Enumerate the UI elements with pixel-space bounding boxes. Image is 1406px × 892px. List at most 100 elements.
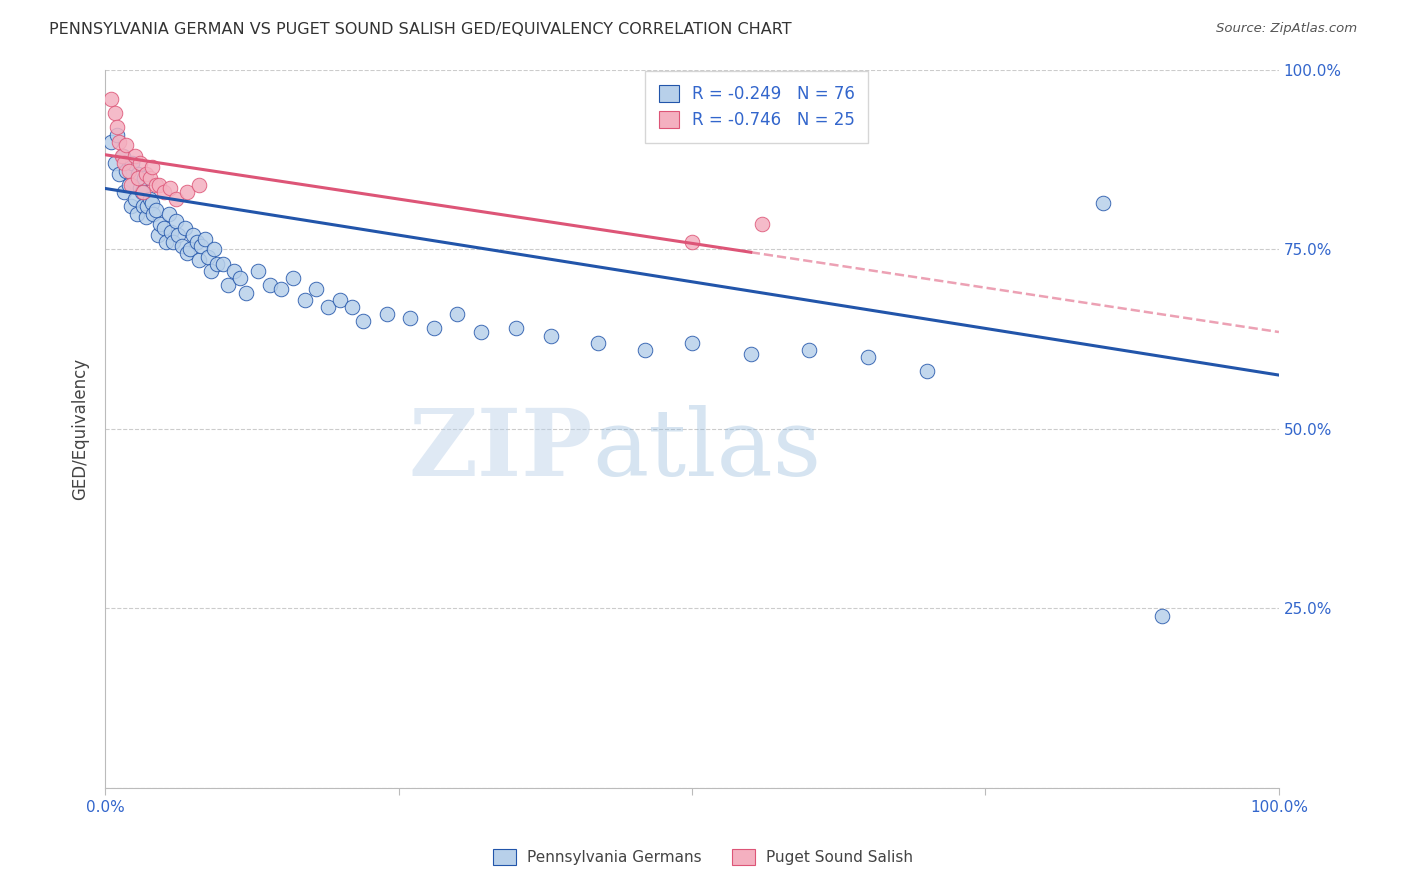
Point (217, 278, 239, 293)
Point (316, 300, 339, 314)
Point (153, 221, 176, 235)
Point (586, 335, 609, 350)
Point (202, 243, 225, 257)
Point (118, 178, 141, 192)
Point (176, 246, 198, 260)
Point (634, 343, 657, 357)
Y-axis label: GED/Equivalency: GED/Equivalency (72, 358, 89, 500)
Point (281, 271, 304, 285)
Point (132, 199, 155, 213)
Point (305, 282, 328, 296)
Point (135, 167, 157, 181)
Point (1150, 608, 1173, 623)
Point (399, 310, 422, 325)
Point (197, 250, 219, 264)
Point (162, 235, 184, 250)
Point (423, 321, 446, 335)
Point (127, 170, 149, 185)
Point (329, 293, 352, 307)
Point (224, 264, 246, 278)
Point (148, 178, 170, 192)
Point (188, 178, 211, 192)
Point (139, 170, 162, 185)
Point (145, 202, 167, 217)
Point (176, 185, 198, 199)
Point (186, 235, 208, 250)
Point (108, 167, 131, 181)
Point (111, 149, 134, 163)
Point (270, 282, 292, 296)
Point (167, 228, 190, 243)
Point (127, 167, 149, 181)
Point (470, 325, 492, 339)
Point (751, 218, 773, 232)
Point (141, 195, 163, 210)
Point (124, 192, 146, 206)
Point (856, 350, 879, 364)
Point (120, 178, 142, 192)
Point (799, 343, 821, 357)
Point (132, 170, 155, 185)
Point (235, 285, 257, 300)
Point (205, 257, 228, 271)
Point (540, 328, 562, 343)
Point (188, 253, 211, 268)
Point (246, 264, 269, 278)
Point (112, 185, 135, 199)
Point (211, 257, 233, 271)
Point (1091, 195, 1114, 210)
Point (229, 271, 252, 285)
Point (505, 321, 527, 335)
Point (121, 156, 143, 170)
Point (124, 149, 146, 163)
Point (142, 206, 165, 220)
Point (129, 156, 152, 170)
Point (157, 206, 180, 220)
Legend: Pennsylvania Germans, Puget Sound Salish: Pennsylvania Germans, Puget Sound Salish (488, 843, 918, 871)
Point (294, 293, 316, 307)
Point (149, 218, 172, 232)
Text: atlas: atlas (592, 406, 821, 495)
Point (375, 307, 398, 321)
Point (135, 210, 157, 224)
Legend: R = -0.249   N = 76, R = -0.746   N = 25: R = -0.249 N = 76, R = -0.746 N = 25 (645, 71, 868, 143)
Point (111, 149, 134, 163)
Point (112, 156, 135, 170)
Point (120, 199, 142, 213)
Point (125, 206, 148, 220)
Point (190, 239, 212, 253)
Point (115, 163, 138, 178)
Point (170, 239, 193, 253)
Point (200, 264, 222, 278)
Text: PENNSYLVANIA GERMAN VS PUGET SOUND SALISH GED/EQUIVALENCY CORRELATION CHART: PENNSYLVANIA GERMAN VS PUGET SOUND SALIS… (49, 22, 792, 37)
Point (155, 235, 177, 250)
Text: Source: ZipAtlas.com: Source: ZipAtlas.com (1216, 22, 1357, 36)
Point (915, 364, 938, 378)
Point (174, 221, 197, 235)
Point (115, 138, 138, 153)
Point (141, 160, 163, 174)
Point (132, 185, 155, 199)
Point (165, 192, 187, 206)
Point (740, 346, 762, 360)
Point (136, 199, 159, 213)
Point (165, 214, 187, 228)
Point (181, 228, 204, 243)
Point (194, 232, 217, 246)
Point (100, 92, 122, 106)
Point (259, 278, 281, 293)
Point (100, 135, 122, 149)
Point (104, 156, 127, 170)
Point (340, 300, 363, 314)
Point (108, 135, 131, 149)
Point (105, 120, 128, 135)
Point (105, 128, 128, 142)
Point (160, 225, 183, 239)
Point (145, 178, 167, 192)
Point (446, 307, 468, 321)
Point (681, 335, 703, 350)
Text: ZIP: ZIP (408, 406, 592, 495)
Point (153, 185, 176, 199)
Point (159, 181, 181, 195)
Point (681, 235, 703, 250)
